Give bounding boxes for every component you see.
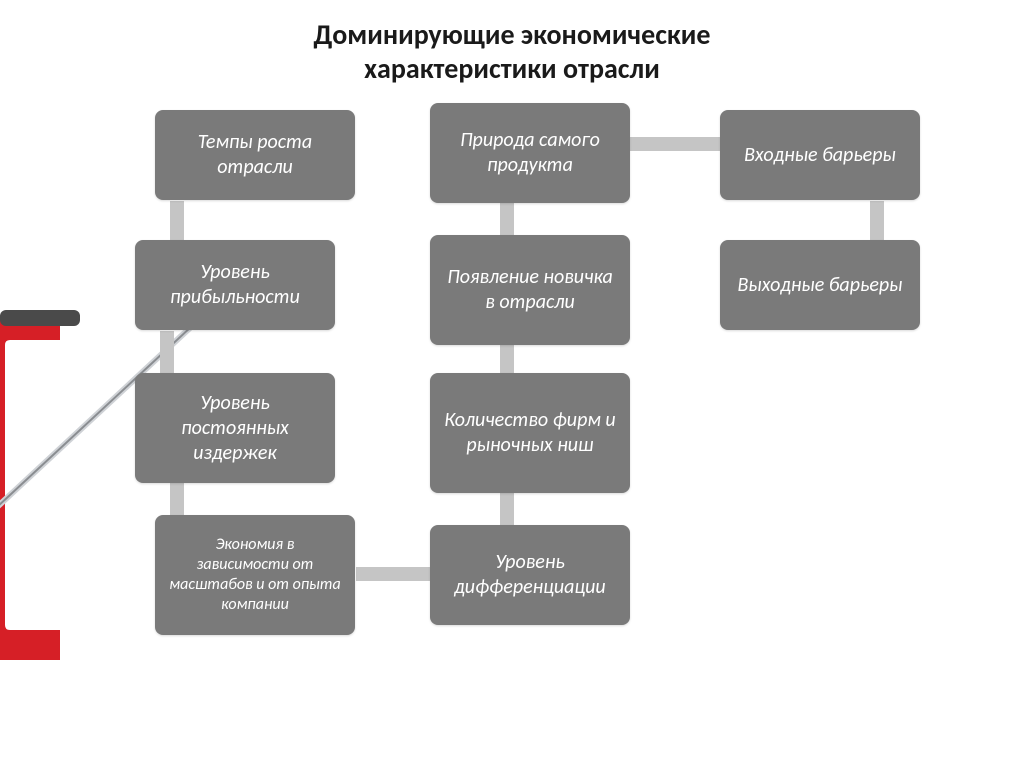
title-line-1: Доминирующие экономические <box>314 17 711 52</box>
node-n3: Уровень постоянных издержек <box>135 373 335 483</box>
node-n6: Количество фирм и рыночных ниш <box>430 373 630 493</box>
title-line-2: характеристики отрасли <box>364 51 660 86</box>
node-n1: Темпы роста отрасли <box>155 110 355 200</box>
connector <box>500 203 514 237</box>
node-n9: Входные барьеры <box>720 110 920 200</box>
connector <box>500 345 514 375</box>
connector <box>500 493 514 527</box>
node-n4: Экономия в зависимости от масштабов и от… <box>155 515 355 635</box>
node-n10: Выходные барьеры <box>720 240 920 330</box>
connector <box>170 201 184 243</box>
connector <box>356 567 430 581</box>
node-n8: Природа самого продукта <box>430 103 630 203</box>
node-n7: Появление новичка в отрасли <box>430 235 630 345</box>
page-title: Доминирующие экономические характеристик… <box>0 0 1024 85</box>
connector <box>160 331 174 375</box>
node-n5: Уровень дифференциации <box>430 525 630 625</box>
flow-diagram: Темпы роста отрасли Уровень прибыльности У… <box>0 95 1024 715</box>
connector <box>870 201 884 241</box>
node-n2: Уровень прибыльности <box>135 240 335 330</box>
connector <box>170 483 184 517</box>
connector <box>630 137 720 151</box>
